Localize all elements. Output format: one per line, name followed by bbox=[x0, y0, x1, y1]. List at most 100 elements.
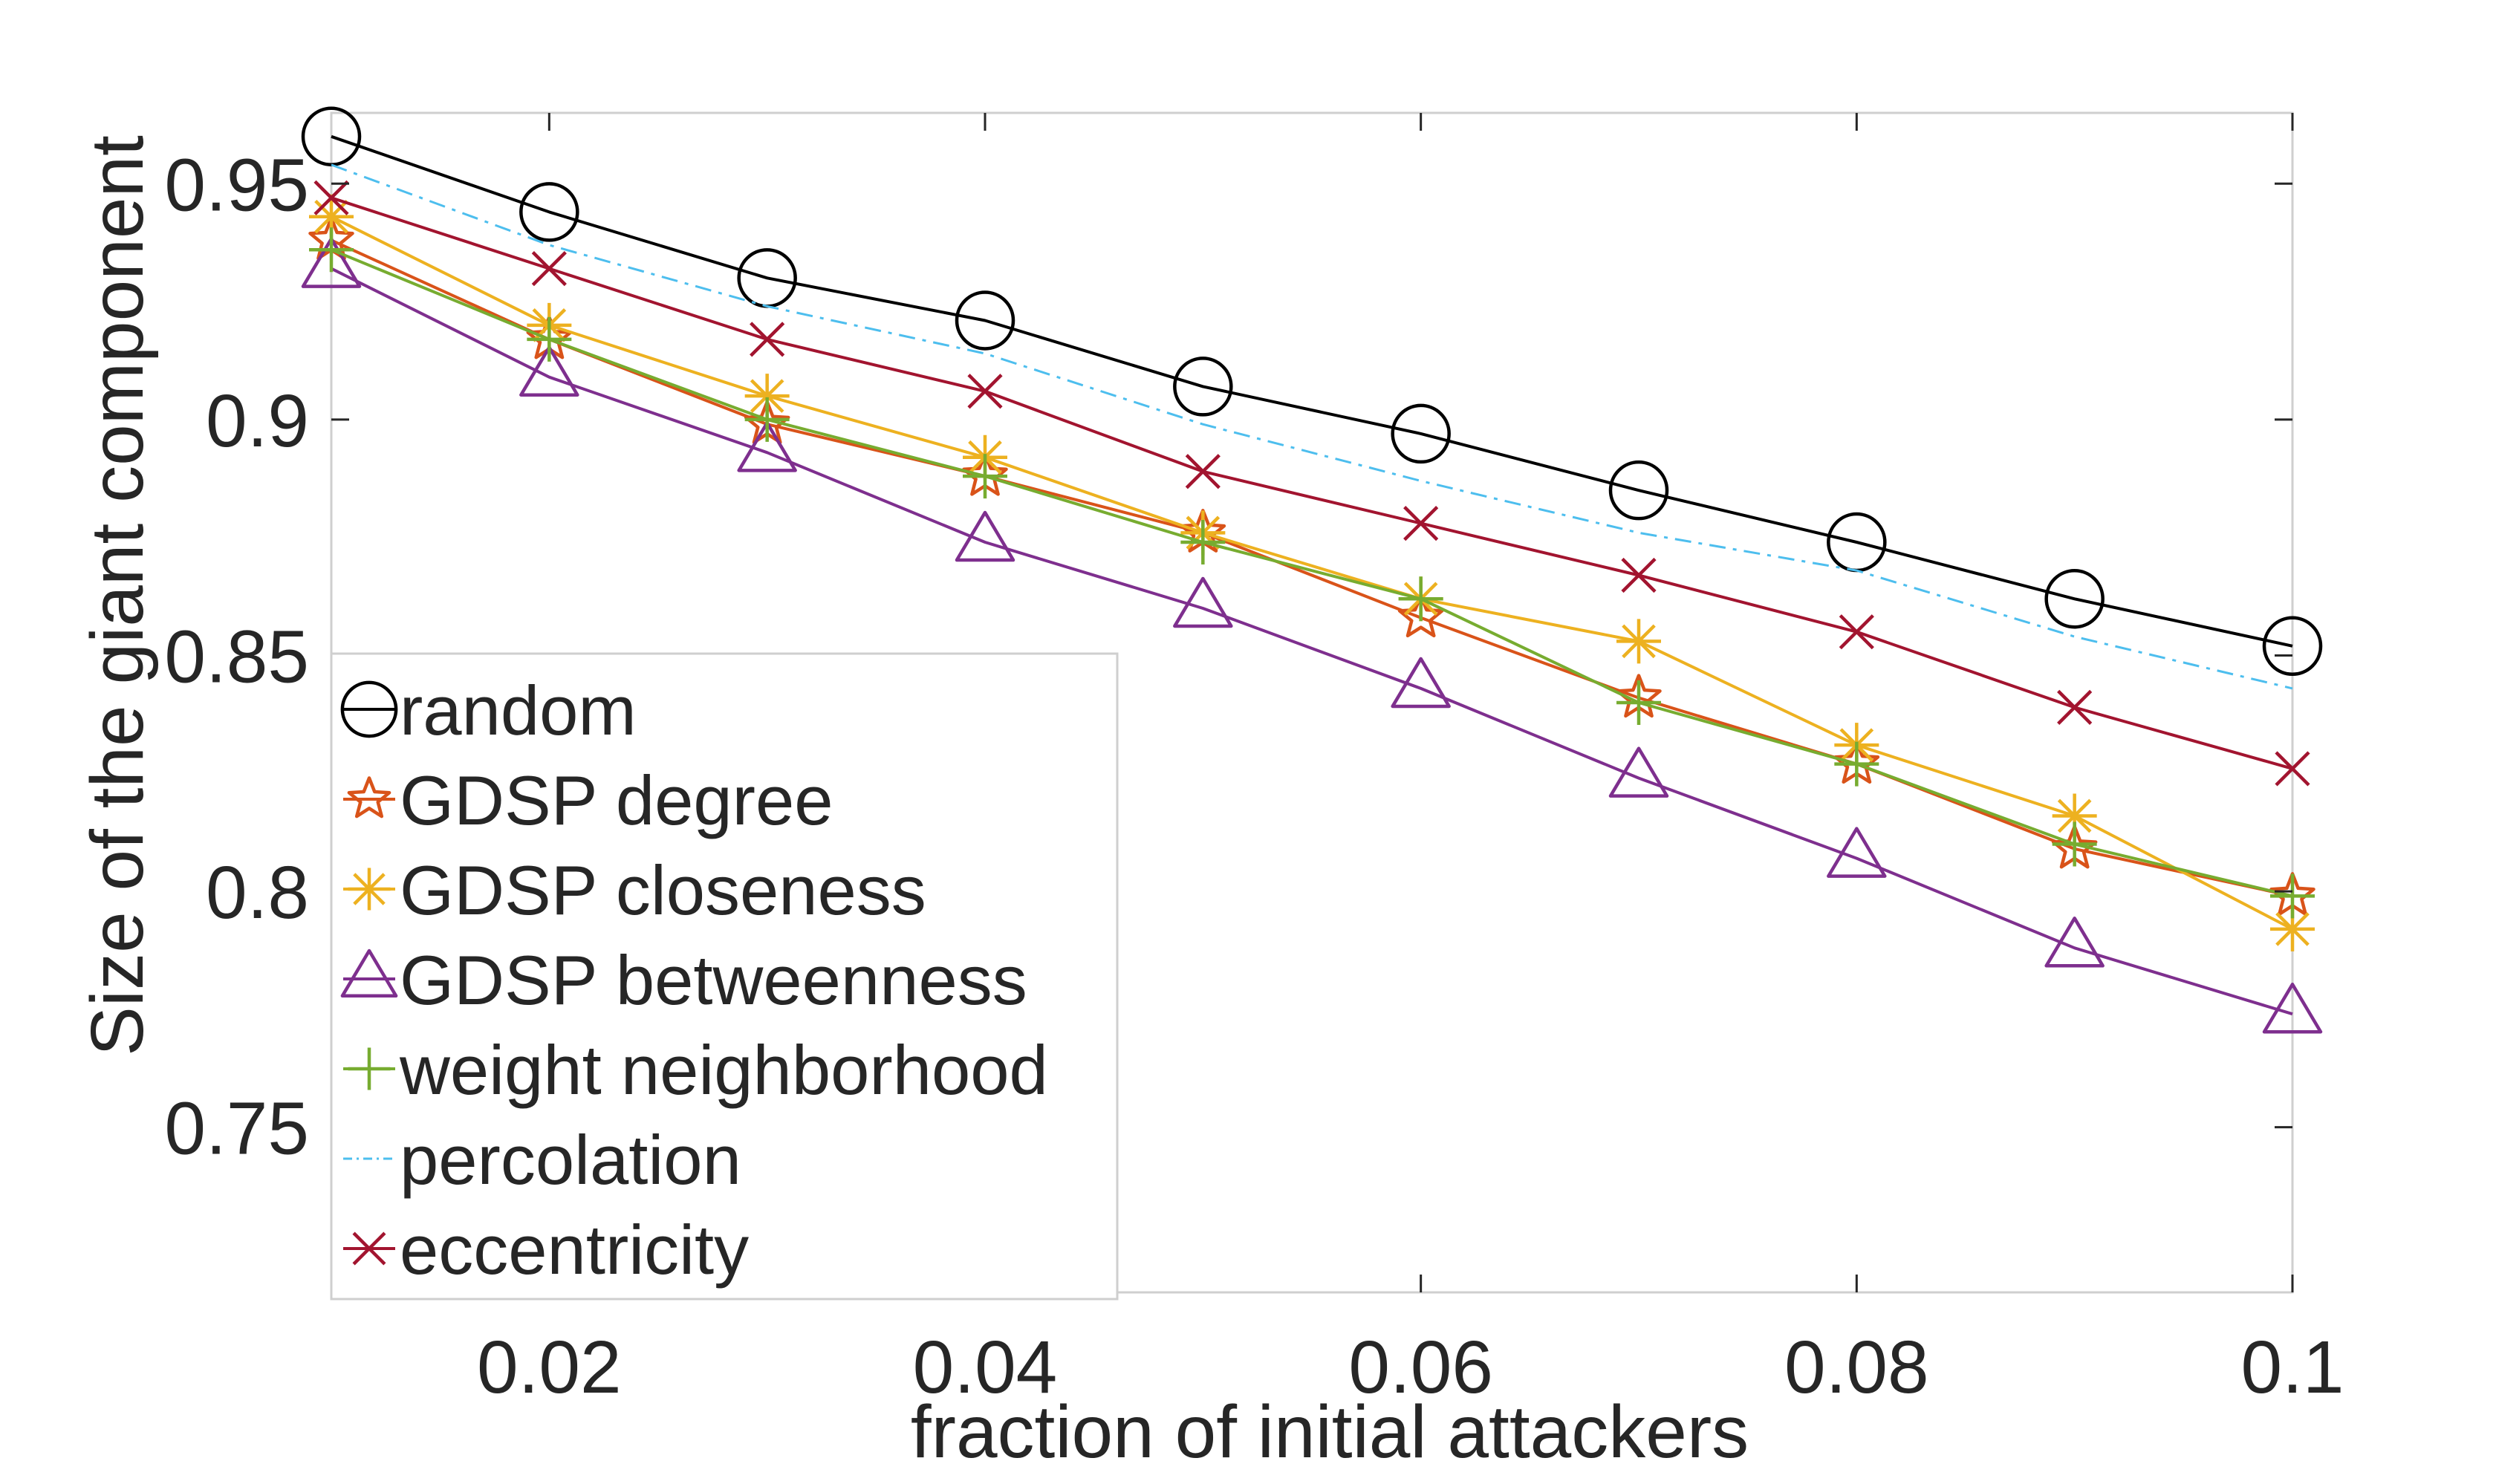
data-point bbox=[1173, 357, 1233, 417]
data-point bbox=[750, 322, 785, 357]
series-layer bbox=[301, 106, 2323, 1034]
data-point bbox=[1621, 557, 1657, 593]
legend-item: GDSP betweenness bbox=[340, 941, 1027, 1019]
series-gdsp-betweenness bbox=[301, 237, 2323, 1034]
marker-stroke bbox=[1839, 614, 1874, 650]
legend-item: eccentricity bbox=[343, 1211, 749, 1289]
data-point bbox=[1827, 827, 1887, 878]
legend-item: percolation bbox=[343, 1121, 741, 1199]
legend-item: GDSP closeness bbox=[343, 851, 926, 929]
marker-stroke bbox=[2057, 798, 2092, 833]
legend-box bbox=[330, 652, 1119, 1301]
data-point bbox=[1403, 506, 1439, 541]
data-point bbox=[1391, 403, 1451, 464]
data-point bbox=[955, 290, 1015, 351]
series-line bbox=[331, 215, 2293, 931]
legend-label: GDSP degree bbox=[400, 761, 833, 839]
data-point bbox=[531, 251, 567, 287]
x-axis-title: fraction of initial attackers bbox=[911, 1390, 1749, 1474]
data-point bbox=[527, 316, 572, 362]
legend: random GDSP degree GDSP closeness GDSP betw… bbox=[330, 652, 1119, 1301]
data-point bbox=[1180, 520, 1226, 565]
data-point bbox=[955, 510, 1015, 562]
data-point bbox=[1173, 576, 1233, 628]
marker-stroke bbox=[2275, 912, 2310, 946]
data-point bbox=[737, 421, 797, 472]
data-point bbox=[1185, 454, 1221, 489]
data-point bbox=[2262, 616, 2323, 677]
legend-marker bbox=[347, 776, 391, 819]
series-line bbox=[331, 134, 2293, 648]
marker-stroke bbox=[313, 180, 349, 215]
data-point bbox=[2052, 821, 2097, 867]
data-point bbox=[301, 237, 362, 288]
legend-label: weight neighborhood bbox=[399, 1031, 1048, 1109]
series-line bbox=[331, 238, 2293, 898]
x-tick-label: 0.06 bbox=[1348, 1326, 1493, 1409]
data-point bbox=[2270, 873, 2315, 919]
data-point bbox=[1608, 460, 1669, 521]
legend-marker bbox=[348, 1047, 391, 1090]
data-point bbox=[1616, 619, 1661, 664]
legend-label: percolation bbox=[400, 1121, 741, 1199]
legend-label: GDSP betweenness bbox=[400, 941, 1027, 1019]
legend-item: weight neighborhood bbox=[343, 1031, 1048, 1109]
data-point bbox=[519, 182, 579, 242]
data-point bbox=[2044, 917, 2105, 968]
y-tick-label: 0.9 bbox=[206, 380, 309, 463]
series-line bbox=[331, 196, 2293, 770]
data-point bbox=[301, 106, 362, 167]
marker-stroke bbox=[1622, 624, 1656, 659]
data-point bbox=[519, 345, 579, 397]
y-tick-label: 0.85 bbox=[164, 615, 309, 698]
marker-stroke bbox=[1403, 506, 1439, 541]
marker-stroke bbox=[750, 379, 784, 413]
data-point bbox=[1834, 741, 1879, 787]
data-point bbox=[2057, 689, 2093, 725]
series-percolation bbox=[331, 163, 2293, 690]
data-point bbox=[313, 180, 349, 215]
marker-stroke bbox=[2057, 689, 2093, 725]
data-point bbox=[967, 374, 1003, 409]
y-tick-label: 0.95 bbox=[164, 143, 309, 227]
y-tick-label: 0.8 bbox=[206, 851, 309, 934]
legend-marker bbox=[348, 868, 391, 911]
data-point bbox=[744, 397, 790, 442]
legend-label: GDSP closeness bbox=[400, 851, 926, 929]
legend-label: eccentricity bbox=[400, 1211, 749, 1289]
data-point bbox=[1616, 680, 1661, 725]
legend-label: random bbox=[400, 671, 637, 749]
y-axis-title: Size of the giant component bbox=[76, 135, 159, 1056]
marker-stroke bbox=[352, 1231, 386, 1266]
marker-stroke bbox=[1185, 454, 1221, 489]
data-point bbox=[1398, 576, 1443, 622]
legend-marker bbox=[340, 680, 398, 738]
data-point bbox=[2262, 982, 2323, 1034]
marker-stroke bbox=[967, 374, 1003, 409]
marker-stroke bbox=[531, 251, 567, 287]
series-gdsp-closeness bbox=[309, 194, 2315, 951]
axes-layer: 0.02 0.04 0.06 0.08 0.1 0.75 0.8 0.85 0.9 0.95 bbox=[164, 113, 2344, 1409]
y-tick-label: 0.75 bbox=[164, 1087, 309, 1171]
x-tick-label: 0.1 bbox=[2240, 1326, 2344, 1409]
data-point bbox=[309, 227, 354, 273]
legend-marker bbox=[340, 948, 398, 998]
x-tick-label: 0.04 bbox=[913, 1326, 1058, 1409]
x-tick-label: 0.02 bbox=[477, 1326, 622, 1409]
data-point bbox=[1839, 614, 1874, 650]
series-weight-neighborhood bbox=[309, 227, 2315, 919]
marker-stroke bbox=[2275, 751, 2310, 787]
series-line bbox=[331, 248, 2293, 898]
legend-item: GDSP degree bbox=[343, 761, 833, 839]
series-random bbox=[301, 106, 2323, 677]
marker-stroke bbox=[353, 873, 386, 905]
x-tick-label: 0.08 bbox=[1784, 1326, 1929, 1409]
legend-item: random bbox=[340, 671, 637, 749]
data-point bbox=[2275, 751, 2310, 787]
series-line bbox=[331, 163, 2293, 690]
data-point bbox=[1391, 657, 1451, 709]
data-point bbox=[2044, 569, 2105, 629]
series-line bbox=[331, 267, 2293, 1016]
data-point bbox=[963, 454, 1007, 499]
